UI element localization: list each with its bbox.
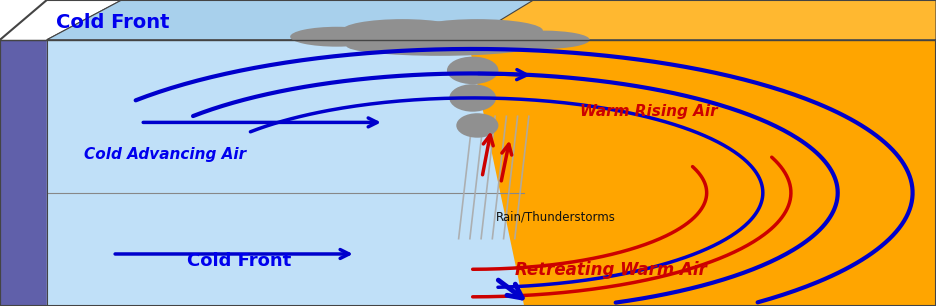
Ellipse shape bbox=[342, 19, 463, 42]
Polygon shape bbox=[47, 0, 534, 40]
Polygon shape bbox=[0, 40, 47, 306]
Polygon shape bbox=[47, 40, 524, 306]
Ellipse shape bbox=[290, 27, 384, 47]
Text: Cold Front: Cold Front bbox=[56, 13, 169, 32]
Ellipse shape bbox=[447, 57, 499, 84]
Ellipse shape bbox=[346, 36, 534, 56]
Ellipse shape bbox=[449, 84, 496, 112]
Ellipse shape bbox=[496, 31, 590, 49]
Text: Warm Rising Air: Warm Rising Air bbox=[580, 104, 718, 119]
Text: Retreating Warm Air: Retreating Warm Air bbox=[515, 261, 707, 279]
Text: Cold Advancing Air: Cold Advancing Air bbox=[84, 147, 246, 162]
Ellipse shape bbox=[457, 113, 499, 138]
Text: Rain/Thunderstorms: Rain/Thunderstorms bbox=[496, 210, 616, 223]
Text: Cold Front: Cold Front bbox=[187, 252, 291, 270]
Polygon shape bbox=[0, 40, 936, 306]
Polygon shape bbox=[47, 0, 936, 40]
Ellipse shape bbox=[412, 19, 543, 42]
